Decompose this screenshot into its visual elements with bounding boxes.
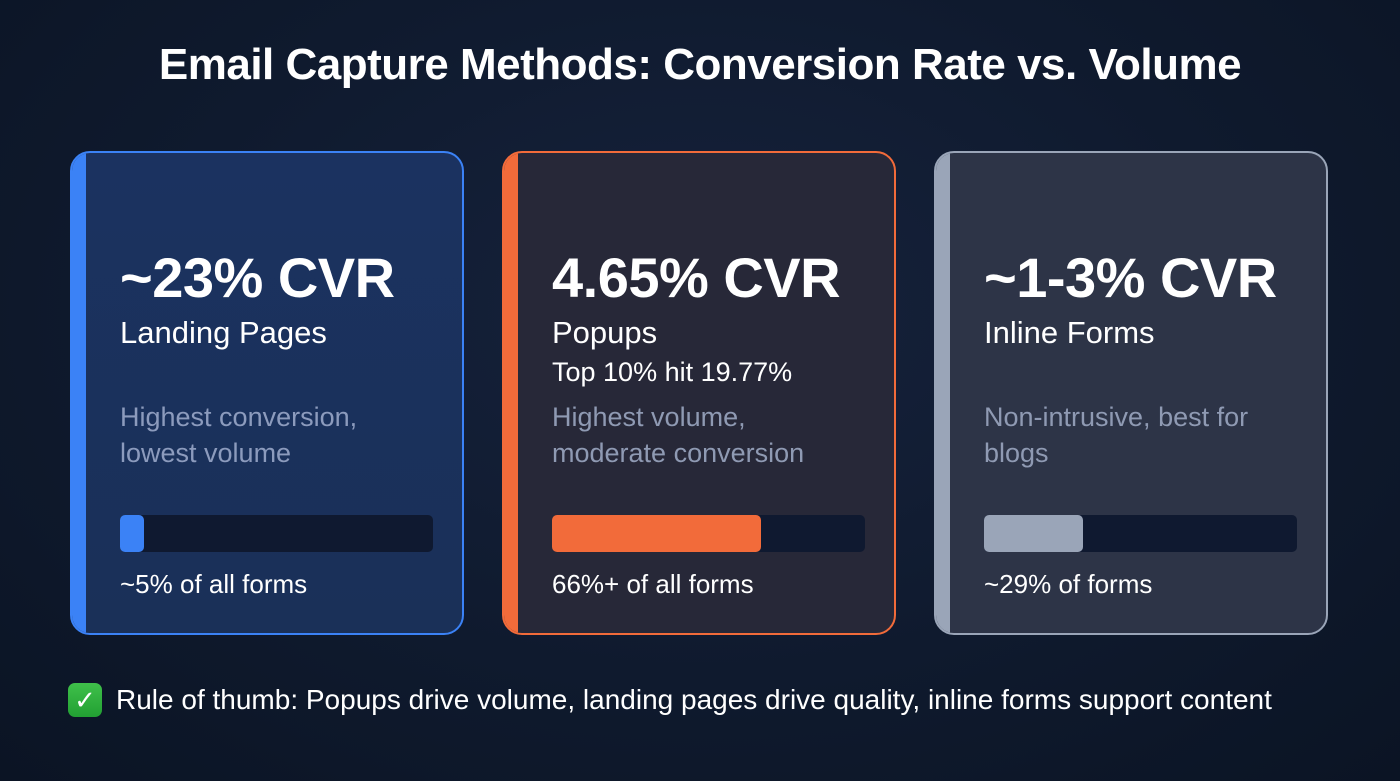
card-accent-stripe [936,153,950,633]
volume-bar-track [984,515,1297,552]
check-mark-icon: ✓ [68,683,102,717]
method-name: Popups [552,315,658,350]
method-description: Highest volume, moderate conversion [552,402,805,468]
rule-of-thumb: ✓ Rule of thumb: Popups drive volume, la… [68,683,1272,717]
method-name: Landing Pages [120,315,327,350]
volume-bar-fill [120,515,144,552]
volume-bar-track [552,515,865,552]
card-popups: 4.65% CVR Popups Top 10% hit 19.77% High… [502,151,896,635]
volume-share-label: 66%+ of all forms [552,569,754,599]
rule-of-thumb-text: Rule of thumb: Popups drive volume, land… [116,684,1272,715]
method-description: Highest conversion, lowest volume [120,402,358,468]
card-accent-stripe [504,153,518,633]
volume-bar-fill [552,515,761,552]
cvr-value: ~1-3% CVR [984,246,1277,309]
card-accent-stripe [72,153,86,633]
card-landing-pages: ~23% CVR Landing Pages Highest conversio… [70,151,464,635]
method-description: Non-intrusive, best for blogs [984,402,1249,468]
volume-share-label: ~5% of all forms [120,569,308,599]
card-inline-forms: ~1-3% CVR Inline Forms Non-intrusive, be… [934,151,1328,635]
volume-bar-track [120,515,433,552]
page-title: Email Capture Methods: Conversion Rate v… [158,40,1242,89]
volume-bar-fill [984,515,1083,552]
cvr-value: ~23% CVR [120,246,395,309]
cvr-value: 4.65% CVR [552,246,841,309]
volume-share-label: ~29% of forms [984,569,1153,599]
method-name: Inline Forms [984,315,1155,350]
method-subtext: Top 10% hit 19.77% [552,357,793,387]
